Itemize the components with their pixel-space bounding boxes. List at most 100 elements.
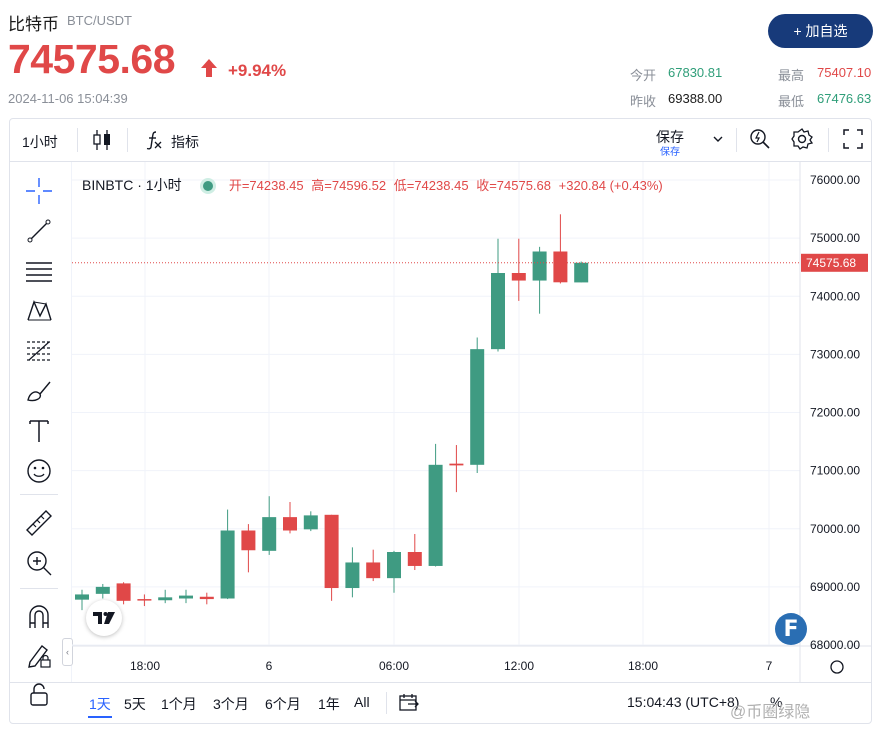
collapse-toolbar-button[interactable]: ‹	[62, 638, 73, 666]
drawing-toolbar-divider	[71, 162, 72, 682]
fib-icon[interactable]	[24, 336, 54, 366]
candle-body	[449, 463, 464, 466]
candle-body	[283, 517, 297, 531]
candle-body	[199, 596, 214, 600]
low-label: 最低	[778, 94, 805, 109]
legend-change: +320.84 (+0.43%)	[558, 178, 663, 193]
range-3m-button[interactable]: 3个月	[213, 696, 249, 712]
clock-timezone[interactable]: 15:04:43 (UTC+8)	[627, 694, 740, 710]
market-status-dot	[203, 181, 214, 191]
axis-settings-icon[interactable]	[830, 660, 844, 674]
ruler-icon[interactable]	[24, 508, 54, 538]
candle-body	[137, 599, 152, 601]
crosshair-icon[interactable]	[24, 176, 54, 206]
x-tick-label: 7	[766, 659, 773, 673]
chart-legend: BINBTC · 1小时 开=74238.45 高=74596.52 低=742…	[82, 175, 663, 195]
date-range-icon[interactable]	[398, 692, 420, 714]
indicators-button[interactable]: 指标	[171, 134, 199, 150]
candle-body	[324, 514, 339, 589]
candle-body	[116, 583, 131, 601]
candle-body	[75, 594, 89, 600]
pattern-icon[interactable]	[24, 296, 54, 326]
legend-low: 低=74238.45	[393, 178, 469, 193]
horizontal-lines-icon[interactable]	[24, 256, 54, 286]
y-tick-label: 68000.00	[810, 638, 860, 652]
save-button[interactable]: 保存	[656, 129, 684, 145]
brush-icon[interactable]	[24, 376, 54, 406]
watermark: @币圈绿隐	[730, 704, 811, 721]
candle-body	[532, 251, 547, 281]
candle-body	[574, 262, 589, 283]
lock-icon[interactable]	[24, 680, 54, 710]
legend-high: 高=74596.52	[311, 178, 387, 193]
candle-body	[387, 552, 401, 579]
emoji-icon[interactable]	[24, 456, 54, 486]
tool-separator	[20, 588, 58, 589]
magnet-icon[interactable]	[24, 602, 54, 632]
candle-body	[95, 586, 110, 594]
datetime: 2024-11-06 15:04:39	[8, 91, 128, 106]
last-price-label: 74575.68	[806, 256, 856, 270]
candle-body	[303, 515, 318, 530]
low-value: 67476.63	[817, 91, 872, 106]
candle-body	[407, 552, 422, 566]
y-tick-label: 75000.00	[810, 231, 860, 245]
toolbar-separator	[127, 128, 128, 152]
candle-body	[553, 251, 568, 283]
range-1d-button[interactable]: 1天	[89, 696, 111, 712]
toolbar-separator	[77, 128, 78, 152]
active-range-indicator	[88, 716, 112, 718]
candle-body	[220, 530, 235, 599]
candle-body	[345, 562, 360, 589]
price-change: +9.94%	[228, 61, 287, 80]
high-label: 最高	[778, 68, 805, 83]
candle-body	[179, 595, 193, 599]
toolbar-separator	[828, 128, 829, 152]
open-label: 今开	[630, 68, 657, 83]
x-tick-label: 12:00	[504, 659, 534, 673]
interval-selector[interactable]: 1小时	[22, 134, 58, 150]
x-tick-label: 18:00	[130, 659, 160, 673]
text-tool-icon[interactable]	[24, 416, 54, 446]
percent-scale-button[interactable]: %	[770, 694, 783, 710]
range-6m-button[interactable]: 6个月	[265, 696, 301, 712]
tool-separator	[20, 494, 58, 495]
y-tick-label: 74000.00	[810, 289, 860, 303]
candle-body	[470, 349, 485, 465]
candle-body	[366, 562, 381, 579]
legend-symbol: BINBTC · 1小时	[82, 177, 182, 193]
toolbar-separator	[736, 128, 737, 152]
add-watchlist-button[interactable]: + 加自选	[768, 14, 873, 48]
y-tick-label: 70000.00	[810, 522, 860, 536]
zoom-in-icon[interactable]	[24, 548, 54, 578]
tradingview-icon	[93, 612, 115, 624]
fullscreen-icon[interactable]	[843, 129, 863, 149]
current-price: 74575.68	[8, 36, 176, 82]
x-tick-label: 06:00	[379, 659, 409, 673]
quick-search-icon[interactable]	[748, 127, 772, 151]
candle-body	[262, 517, 277, 551]
price-chart[interactable]: 76000.00 75000.00 74000.00 73000.00 72000.00…	[72, 162, 871, 682]
trend-line-icon[interactable]	[24, 216, 54, 246]
range-5d-button[interactable]: 5天	[124, 696, 146, 712]
up-arrow-icon	[201, 59, 217, 77]
bottom-separator	[386, 692, 387, 714]
settings-gear-icon[interactable]	[790, 127, 814, 151]
legend-open: 开=74238.45	[228, 178, 304, 193]
chevron-down-icon[interactable]	[712, 134, 724, 144]
coin-name: 比特币	[8, 15, 59, 34]
range-1y-button[interactable]: 1年	[318, 696, 340, 712]
range-all-button[interactable]: All	[354, 694, 370, 710]
toolbar-divider	[10, 161, 871, 162]
tradingview-logo[interactable]	[86, 600, 122, 636]
chart-widget	[9, 118, 872, 724]
function-icon[interactable]	[145, 130, 163, 150]
coin-pair: BTC/USDT	[67, 13, 132, 28]
open-value: 67830.81	[668, 65, 723, 80]
candle-body	[491, 273, 505, 350]
lock-drawing-icon[interactable]	[24, 640, 54, 670]
save-sub-label: 保存	[660, 147, 680, 158]
range-1m-button[interactable]: 1个月	[161, 696, 197, 712]
candle-body	[511, 273, 526, 281]
candles-icon[interactable]	[92, 129, 112, 151]
